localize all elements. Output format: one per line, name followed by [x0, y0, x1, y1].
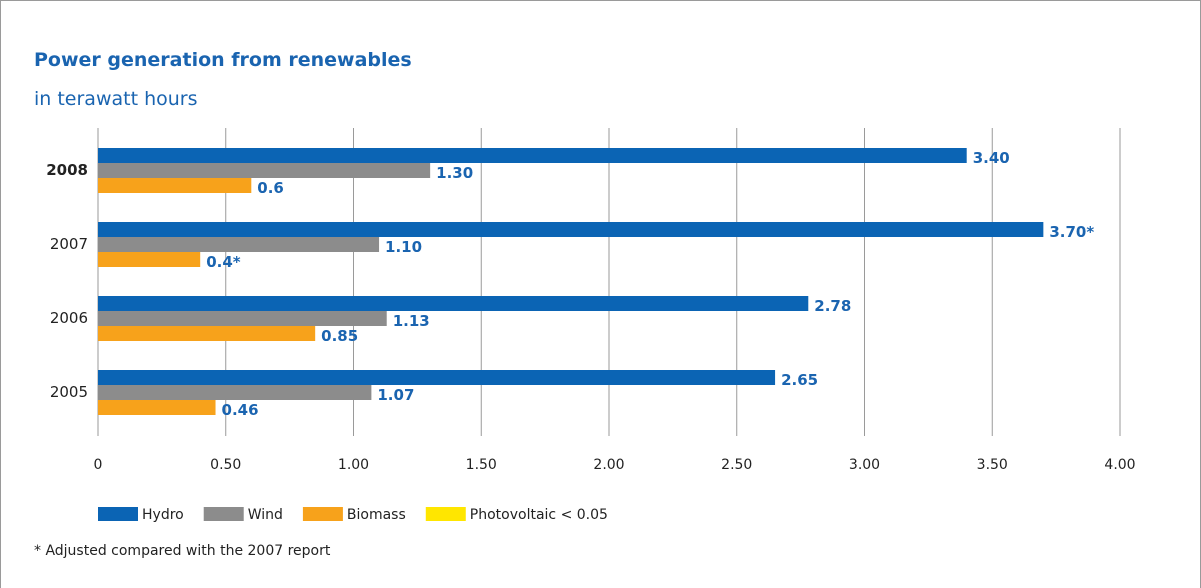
x-tick-label: 1.50 — [466, 457, 497, 473]
legend-label: Hydro — [142, 507, 184, 523]
x-tick-label: 4.00 — [1104, 457, 1135, 473]
x-tick-label: 2.00 — [593, 457, 624, 473]
value-label: 1.30 — [436, 164, 473, 182]
value-label: 1.13 — [393, 312, 430, 330]
bar — [98, 311, 387, 326]
value-label: 3.70* — [1049, 223, 1094, 241]
value-label: 1.07 — [377, 386, 414, 404]
legend-label: Photovoltaic < 0.05 — [470, 507, 608, 523]
x-tick-label: 0.50 — [210, 457, 241, 473]
chart-subtitle: in terawatt hours — [34, 88, 198, 110]
note: * Adjusted compared with the 2007 report — [34, 543, 331, 559]
bar — [98, 252, 201, 267]
y-tick-label: 2007 — [50, 235, 88, 253]
value-label: 0.6 — [257, 179, 284, 197]
value-label: 0.46 — [222, 401, 259, 419]
x-tick-label: 0 — [94, 457, 103, 473]
legend-swatch — [302, 507, 343, 521]
legend-label: Wind — [248, 507, 283, 523]
value-label: 1.10 — [385, 238, 422, 256]
bar — [98, 400, 216, 415]
legend-swatch — [425, 507, 466, 521]
value-label: 0.85 — [321, 327, 358, 345]
bar — [98, 326, 316, 341]
value-label: 0.4* — [206, 253, 241, 271]
x-tick-label: 2.50 — [721, 457, 752, 473]
bar — [98, 148, 967, 163]
y-tick-label: 2006 — [50, 309, 88, 327]
bar — [98, 370, 776, 385]
y-tick-label: 2008 — [46, 161, 88, 179]
bar — [98, 178, 252, 193]
legend-swatch — [203, 507, 244, 521]
value-label: 2.78 — [814, 297, 851, 315]
x-tick-label: 3.50 — [977, 457, 1008, 473]
y-tick-label: 2005 — [50, 383, 88, 401]
bar — [98, 296, 809, 311]
bar — [98, 385, 372, 400]
chart-title: Power generation from renewables — [34, 49, 412, 71]
legend-label: Biomass — [347, 507, 406, 523]
bar — [98, 222, 1044, 237]
bar — [98, 163, 431, 178]
value-label: 2.65 — [781, 371, 818, 389]
legend-swatch — [98, 507, 138, 521]
x-tick-label: 1.00 — [338, 457, 369, 473]
x-tick-label: 3.00 — [849, 457, 880, 473]
value-label: 3.40 — [973, 149, 1010, 167]
bar — [98, 237, 380, 252]
